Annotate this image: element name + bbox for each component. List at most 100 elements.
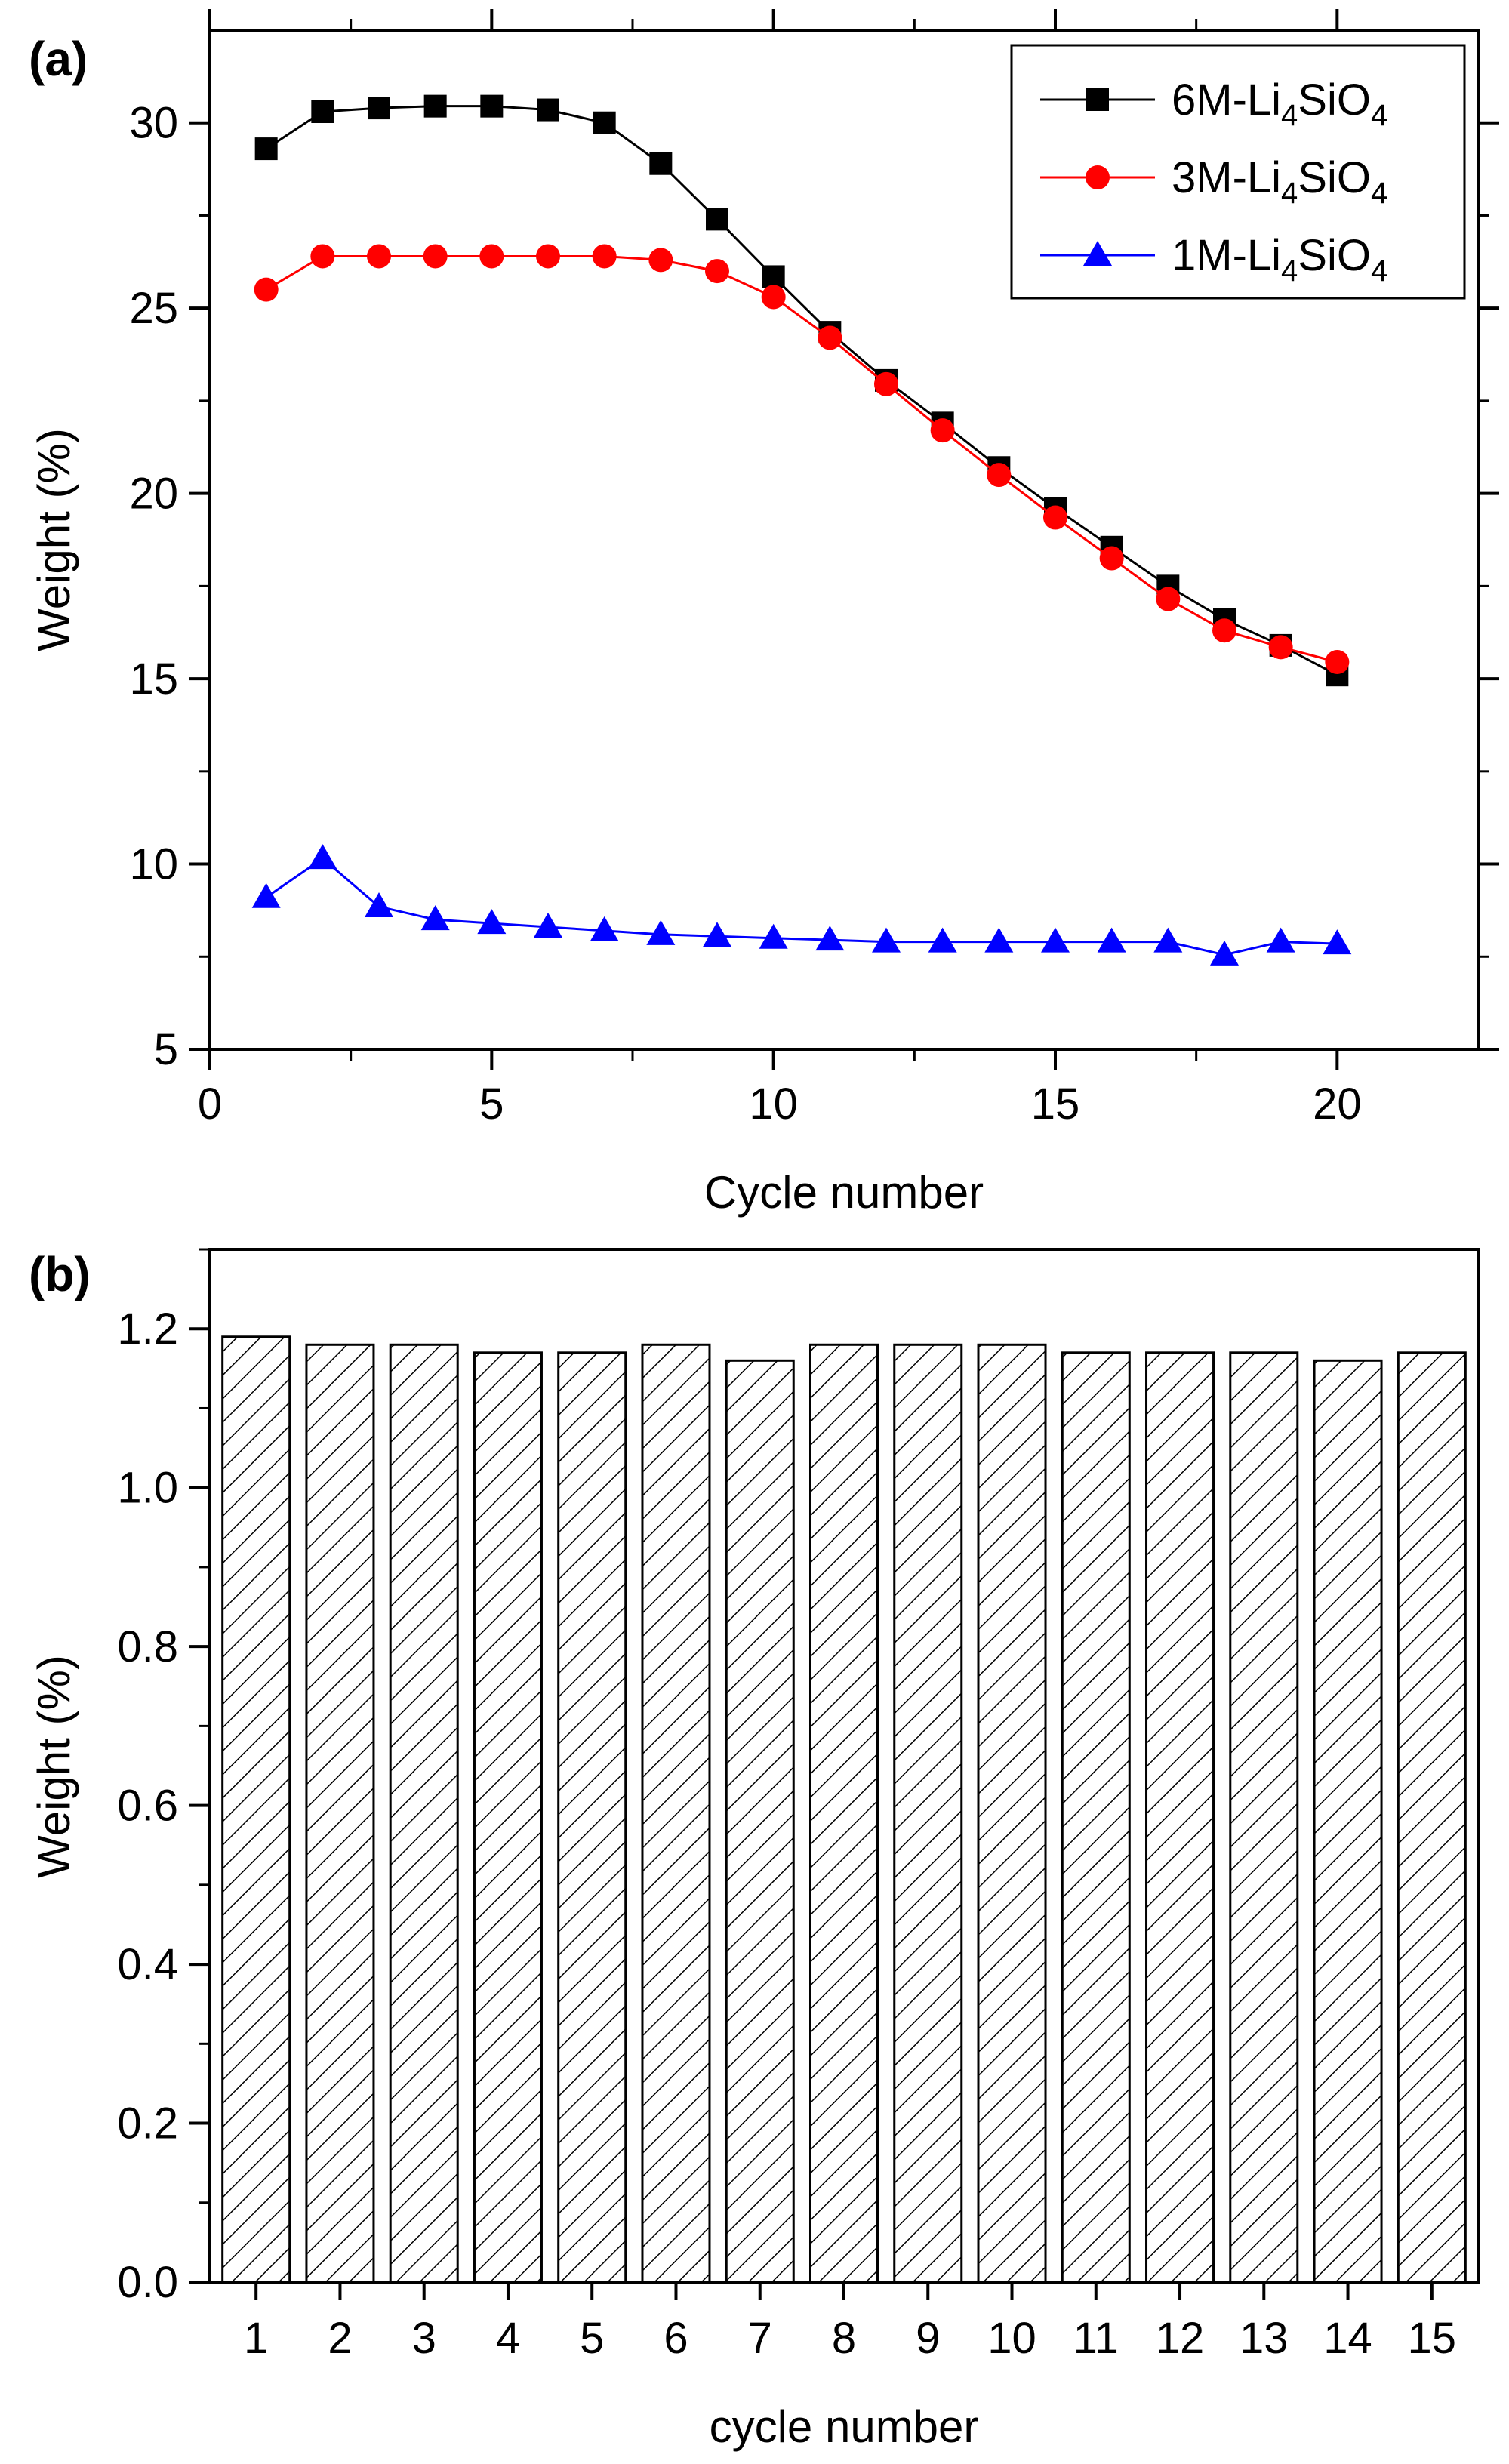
bar-cycle-13 [1229,1351,1299,2284]
data-point [310,244,335,269]
x-tick-label: 3 [412,2314,436,2363]
y-tick-label: 10 [129,840,178,889]
panel-a-label: (a) [29,32,88,86]
data-point [987,463,1012,488]
x-tick-label: 15 [1408,2314,1457,2363]
legend-entry: 6M-Li4SiO4 [1040,75,1387,132]
bar-cycle-3 [389,1343,459,2284]
data-point [367,244,391,269]
axis-ticks-b: 1 2 3 4 5 6 7 8 9 10 11 12 13 14 150.00.20.40.60.81.01… [117,1248,1457,2363]
data-point [590,916,619,941]
legend-a: 6M-Li4SiO4 3M-Li4SiO4 1M-Li4SiO4 [1010,44,1466,300]
data-point [534,913,562,938]
bar-cycle-5 [557,1351,627,2284]
x-tick-label: 10 [749,1080,798,1129]
y-tick-label: 0.2 [117,2099,178,2148]
data-point [762,265,785,288]
y-tick-label: 30 [129,99,178,148]
y-tick-label: 5 [154,1025,178,1074]
x-tick-label: 11 [1073,2314,1119,2363]
data-point [874,371,898,396]
y-tick-label: 1.0 [117,1464,178,1513]
legend-label: 3M-Li4SiO4 [1172,153,1387,210]
x-tick-label: 12 [1156,2314,1205,2363]
series-a [251,94,1352,966]
x-tick-label: 1 [244,2314,268,2363]
bar-cycle-11 [1061,1351,1131,2284]
data-point [593,111,616,134]
x-tick-label: 14 [1323,2314,1372,2363]
x-tick-label: 2 [328,2314,352,2363]
bar-cycle-2 [305,1343,375,2284]
x-tick-label: 10 [987,2314,1036,2363]
data-point [872,927,901,953]
y-tick-label: 0.6 [117,1782,178,1831]
data-point [1212,618,1236,643]
data-point [1268,635,1293,660]
bar-cycle-1 [221,1335,291,2284]
x-tick-label: 6 [664,2314,688,2363]
data-point [761,285,786,310]
data-point [648,248,673,273]
y-axis-title-b: Weight (%) [29,1655,79,1878]
legend-entry: 1M-Li4SiO4 [1040,231,1387,288]
x-tick-label: 7 [748,2314,772,2363]
bar-cycle-7 [725,1359,795,2284]
data-point [251,882,281,908]
data-point [480,94,504,118]
y-tick-label: 0.4 [117,1940,178,1989]
x-tick-label: 8 [832,2314,856,2363]
x-tick-label: 13 [1240,2314,1289,2363]
x-tick-label: 15 [1031,1080,1080,1129]
data-point [368,97,390,120]
data-point [1210,940,1239,966]
y-tick-label: 0.8 [117,1622,178,1671]
data-point [254,277,279,302]
data-point [537,98,559,122]
bar-cycle-12 [1145,1351,1215,2284]
x-tick-label: 5 [479,1080,504,1129]
data-point [1097,927,1126,953]
data-point [308,844,337,870]
panel-b-label: (b) [29,1247,91,1301]
data-point [477,909,507,935]
data-point [1325,650,1350,674]
y-tick-label: 0.0 [117,2258,178,2307]
x-tick-label: 9 [916,2314,940,2363]
data-point [818,325,842,350]
legend-marker [1083,241,1112,266]
data-point [930,418,955,443]
series-3M-Li4SiO4 [254,244,1350,674]
data-point [254,137,278,161]
data-point [423,94,447,118]
plot-frame-a [208,29,1480,1051]
data-point [479,244,504,269]
legend-marker [1086,165,1110,189]
y-tick-label: 1.2 [117,1304,178,1354]
legend-label: 1M-Li4SiO4 [1172,231,1387,288]
bar-cycle-9 [893,1343,963,2284]
data-point [1153,927,1183,953]
data-point [1041,927,1070,953]
data-point [649,152,673,175]
y-tick-label: 15 [129,654,178,704]
data-point [311,100,334,123]
data-point [1266,927,1295,953]
data-point [365,892,393,917]
data-point [705,259,729,284]
legend-marker [1086,88,1109,111]
data-point [646,919,676,945]
x-axis-title-a: Cycle number [704,1167,984,1218]
x-tick-label: 4 [496,2314,520,2363]
series-1M-Li4SiO4 [251,844,1352,966]
data-point [423,244,448,269]
bar-cycle-6 [641,1343,711,2284]
data-point [592,244,617,269]
x-tick-label: 5 [580,2314,604,2363]
y-tick-label: 25 [129,284,178,333]
legend-entry: 3M-Li4SiO4 [1040,153,1387,210]
data-point [1156,587,1181,611]
data-point [536,244,560,269]
